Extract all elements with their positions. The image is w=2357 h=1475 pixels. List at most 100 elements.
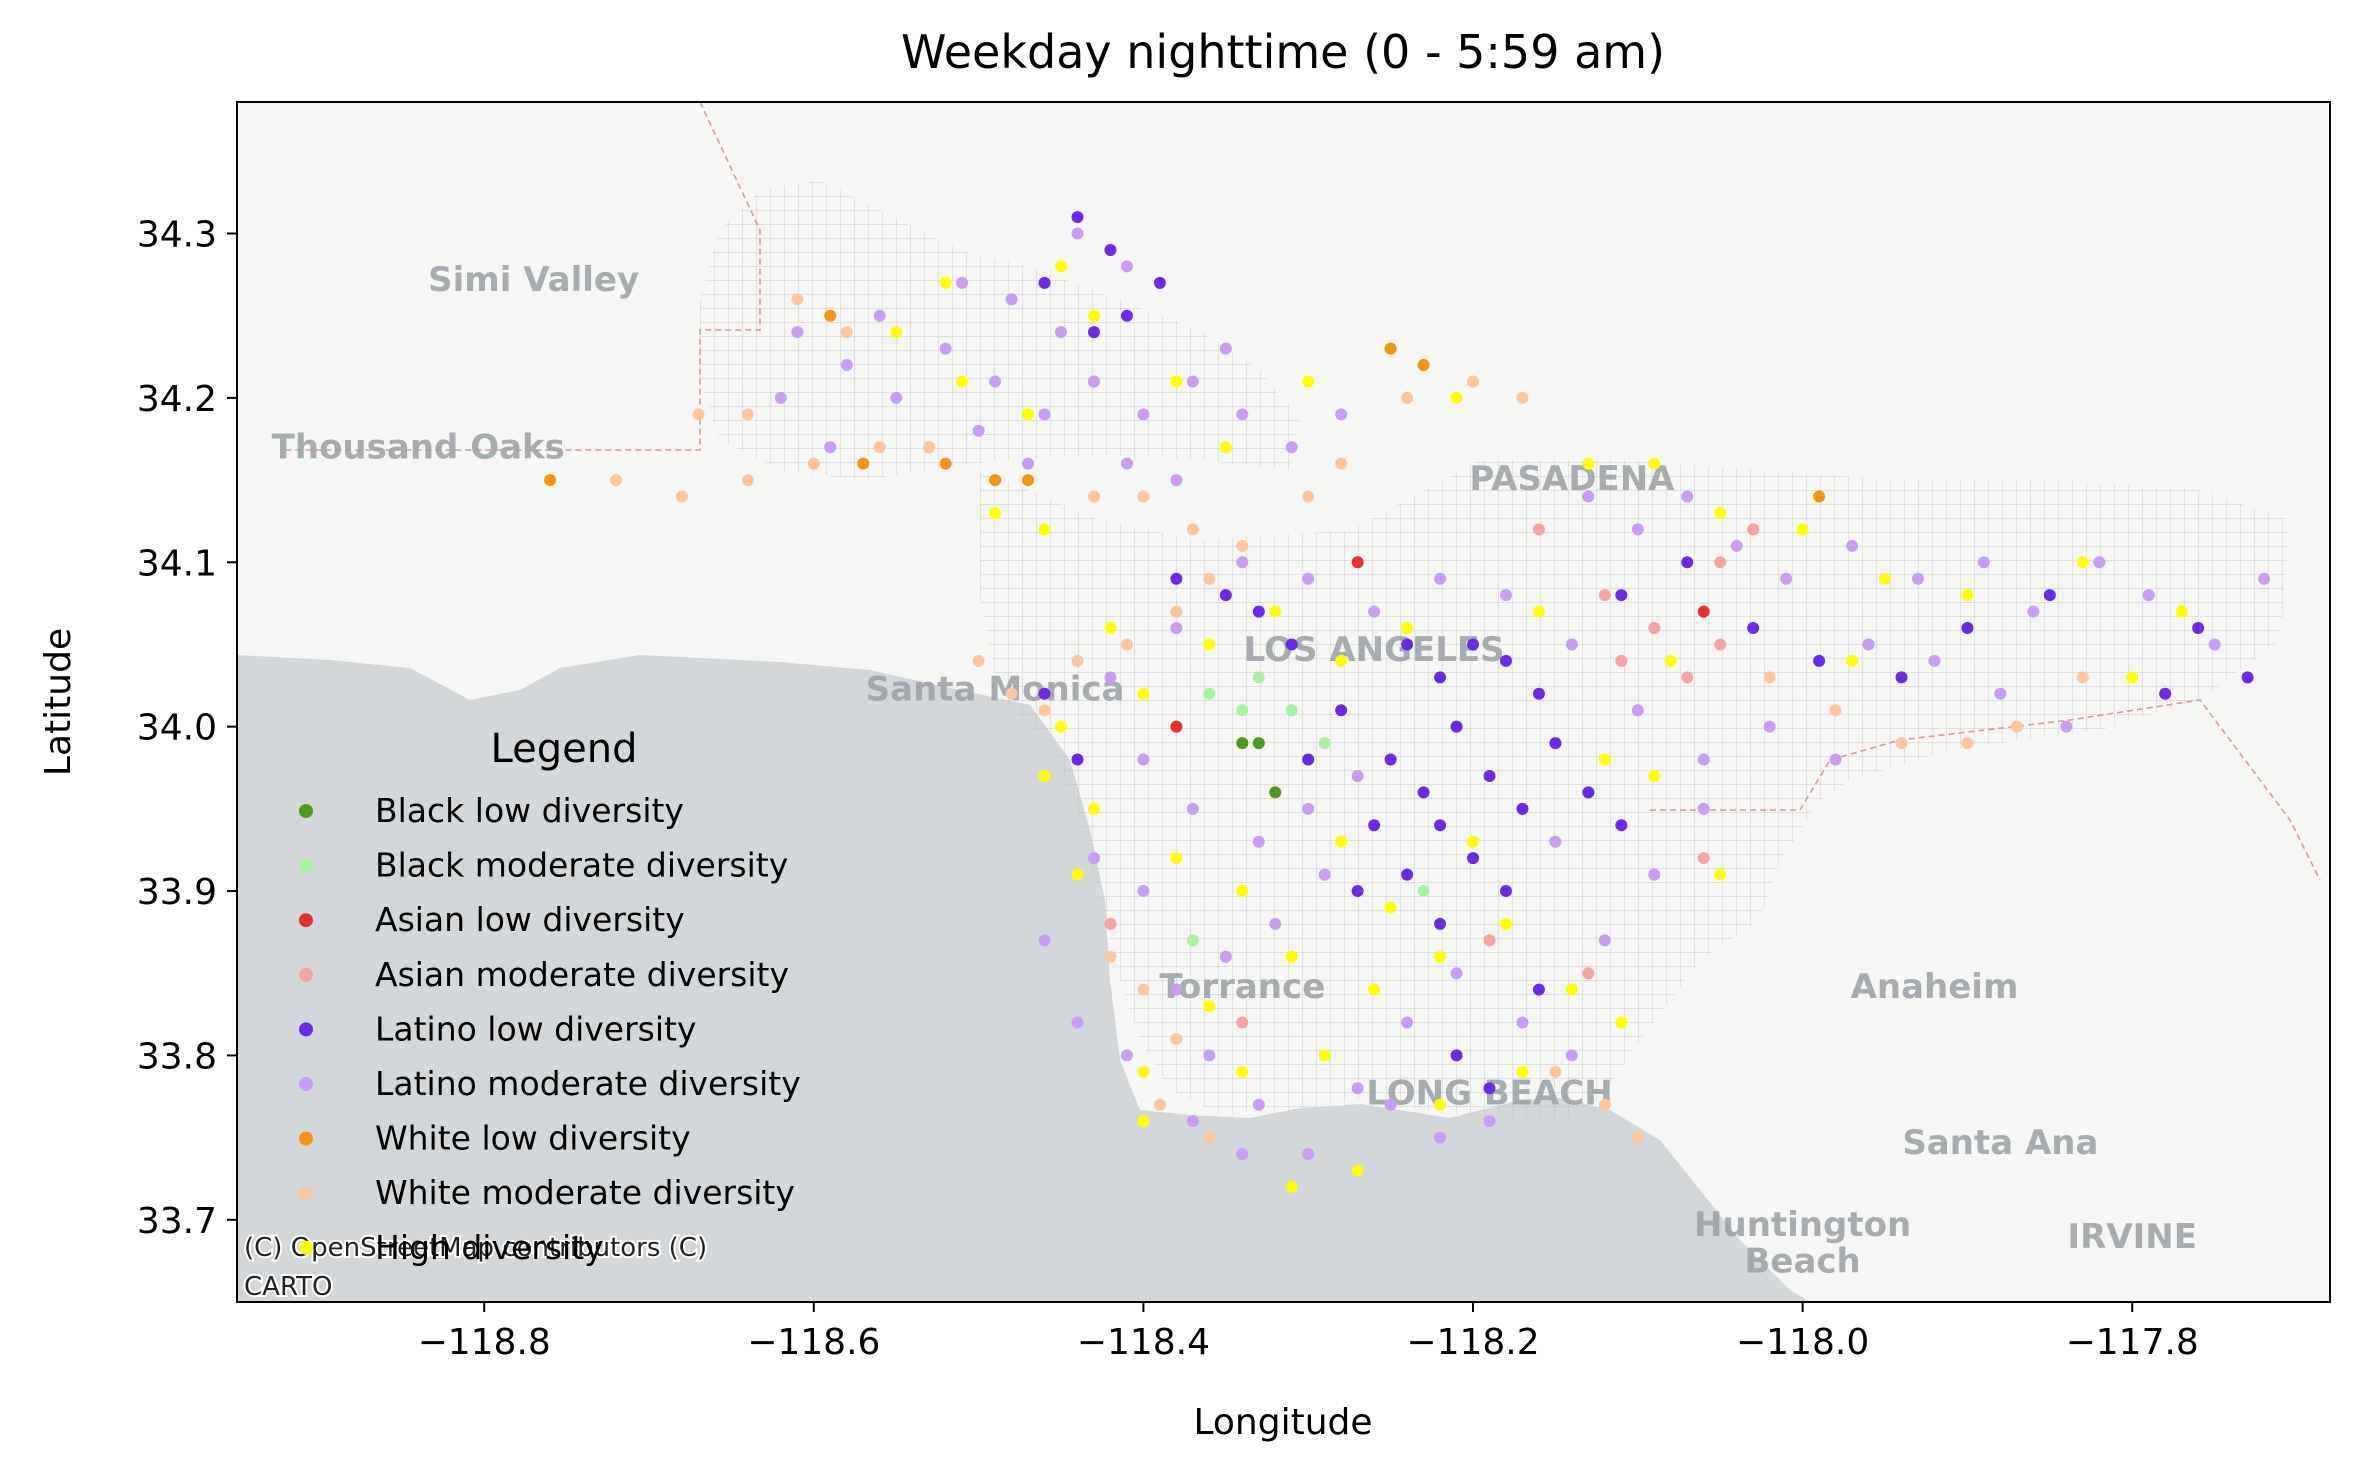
point-high-diversity bbox=[1516, 1065, 1529, 1078]
place-label: PASADENA bbox=[1469, 459, 1675, 499]
point-high-diversity bbox=[1384, 901, 1397, 914]
legend-marker bbox=[299, 1077, 313, 1091]
point-latino-moderate-diversity bbox=[1252, 835, 1265, 848]
point-latino-moderate-diversity bbox=[939, 342, 952, 355]
point-latino-moderate-diversity bbox=[1203, 1049, 1216, 1062]
point-latino-low-diversity bbox=[1087, 326, 1100, 339]
point-high-diversity bbox=[939, 276, 952, 289]
point-asian-low-diversity bbox=[1351, 556, 1364, 569]
x-tick-label: −118.2 bbox=[1406, 1322, 1539, 1363]
point-latino-moderate-diversity bbox=[1499, 589, 1512, 602]
point-white-moderate-diversity bbox=[1302, 490, 1315, 503]
point-asian-low-diversity bbox=[1697, 605, 1710, 618]
point-high-diversity bbox=[1236, 885, 1249, 898]
point-latino-moderate-diversity bbox=[1780, 572, 1793, 585]
point-latino-moderate-diversity bbox=[1648, 868, 1661, 881]
point-latino-moderate-diversity bbox=[840, 359, 853, 372]
legend-marker bbox=[299, 1022, 313, 1037]
point-high-diversity bbox=[1714, 506, 1727, 519]
point-high-diversity bbox=[1450, 391, 1463, 404]
point-latino-low-diversity bbox=[1401, 638, 1414, 651]
place-label: Huntington bbox=[1694, 1205, 1911, 1245]
point-latino-moderate-diversity bbox=[956, 276, 969, 289]
point-white-low-diversity bbox=[1384, 342, 1397, 355]
point-latino-moderate-diversity bbox=[1071, 227, 1084, 240]
point-latino-moderate-diversity bbox=[1384, 1098, 1397, 1111]
point-latino-low-diversity bbox=[1549, 737, 1562, 750]
point-latino-low-diversity bbox=[1516, 802, 1529, 815]
point-latino-low-diversity bbox=[1351, 885, 1364, 898]
point-white-moderate-diversity bbox=[1516, 391, 1529, 404]
point-latino-moderate-diversity bbox=[1219, 342, 1232, 355]
point-white-moderate-diversity bbox=[1829, 704, 1842, 717]
point-high-diversity bbox=[1434, 1098, 1447, 1111]
point-high-diversity bbox=[1071, 868, 1084, 881]
point-white-moderate-diversity bbox=[1549, 1065, 1562, 1078]
point-white-moderate-diversity bbox=[1236, 539, 1249, 552]
point-white-moderate-diversity bbox=[1203, 572, 1216, 585]
point-white-moderate-diversity bbox=[1137, 983, 1150, 996]
point-white-moderate-diversity bbox=[923, 441, 936, 454]
legend-label: White low diversity bbox=[375, 1119, 691, 1158]
point-latino-moderate-diversity bbox=[1631, 523, 1644, 536]
point-latino-low-diversity bbox=[1532, 983, 1545, 996]
point-latino-moderate-diversity bbox=[873, 309, 886, 322]
legend-marker bbox=[299, 804, 313, 818]
point-white-low-diversity bbox=[1417, 359, 1430, 372]
point-high-diversity bbox=[1335, 835, 1348, 848]
legend-items: Black low diversity Black moderate divers… bbox=[299, 791, 801, 1267]
point-high-diversity bbox=[1055, 720, 1068, 733]
point-latino-low-diversity bbox=[1450, 1049, 1463, 1062]
point-white-moderate-diversity bbox=[1137, 490, 1150, 503]
point-latino-moderate-diversity bbox=[2142, 589, 2155, 602]
y-tick-label: 34.0 bbox=[137, 708, 217, 749]
point-high-diversity bbox=[1714, 868, 1727, 881]
point-high-diversity bbox=[1648, 457, 1661, 470]
point-high-diversity bbox=[2076, 556, 2089, 569]
place-label: LOS ANGELES bbox=[1244, 630, 1505, 670]
point-white-moderate-diversity bbox=[1153, 1098, 1166, 1111]
point-high-diversity bbox=[1087, 802, 1100, 815]
point-latino-moderate-diversity bbox=[1846, 539, 1859, 552]
point-latino-moderate-diversity bbox=[989, 375, 1002, 388]
point-latino-moderate-diversity bbox=[1565, 638, 1578, 651]
point-latino-moderate-diversity bbox=[1351, 769, 1364, 782]
map-axes: Simi Valley Thousand Oaks PASADENA LOS ANGE… bbox=[237, 102, 2330, 1302]
point-latino-low-diversity bbox=[1368, 819, 1381, 832]
point-high-diversity bbox=[1219, 441, 1232, 454]
point-latino-moderate-diversity bbox=[1516, 1016, 1529, 1029]
point-latino-moderate-diversity bbox=[1285, 441, 1298, 454]
legend-label: High diversity bbox=[375, 1228, 604, 1267]
place-label: Santa Monica bbox=[866, 669, 1125, 709]
point-white-moderate-diversity bbox=[1335, 457, 1348, 470]
point-white-moderate-diversity bbox=[1961, 737, 1974, 750]
legend-title: Legend bbox=[491, 726, 638, 772]
y-tick-label: 34.1 bbox=[137, 543, 217, 584]
point-latino-moderate-diversity bbox=[1252, 1098, 1265, 1111]
point-latino-low-diversity bbox=[1401, 868, 1414, 881]
point-latino-moderate-diversity bbox=[1549, 835, 1562, 848]
point-latino-moderate-diversity bbox=[1236, 1148, 1249, 1161]
point-latino-moderate-diversity bbox=[824, 441, 837, 454]
point-latino-moderate-diversity bbox=[1434, 572, 1447, 585]
point-white-low-diversity bbox=[824, 309, 837, 322]
point-white-moderate-diversity bbox=[1071, 654, 1084, 667]
point-latino-low-diversity bbox=[1499, 654, 1512, 667]
point-latino-moderate-diversity bbox=[1236, 556, 1249, 569]
point-latino-moderate-diversity bbox=[1236, 408, 1249, 421]
place-labels: Simi Valley Thousand Oaks PASADENA LOS ANGE… bbox=[272, 260, 2197, 1281]
legend-label: Latino moderate diversity bbox=[375, 1064, 801, 1103]
point-black-moderate-diversity bbox=[1318, 737, 1331, 750]
point-latino-low-diversity bbox=[1532, 687, 1545, 700]
point-asian-moderate-diversity bbox=[1681, 671, 1694, 684]
point-latino-low-diversity bbox=[1813, 654, 1826, 667]
point-high-diversity bbox=[1203, 1000, 1216, 1013]
point-asian-moderate-diversity bbox=[1747, 523, 1760, 536]
point-black-moderate-diversity bbox=[1285, 704, 1298, 717]
point-white-moderate-diversity bbox=[1104, 950, 1117, 963]
point-asian-moderate-diversity bbox=[1714, 556, 1727, 569]
point-latino-moderate-diversity bbox=[1763, 720, 1776, 733]
place-label: Thousand Oaks bbox=[272, 428, 565, 468]
point-high-diversity bbox=[1879, 572, 1892, 585]
point-white-moderate-diversity bbox=[1186, 523, 1199, 536]
